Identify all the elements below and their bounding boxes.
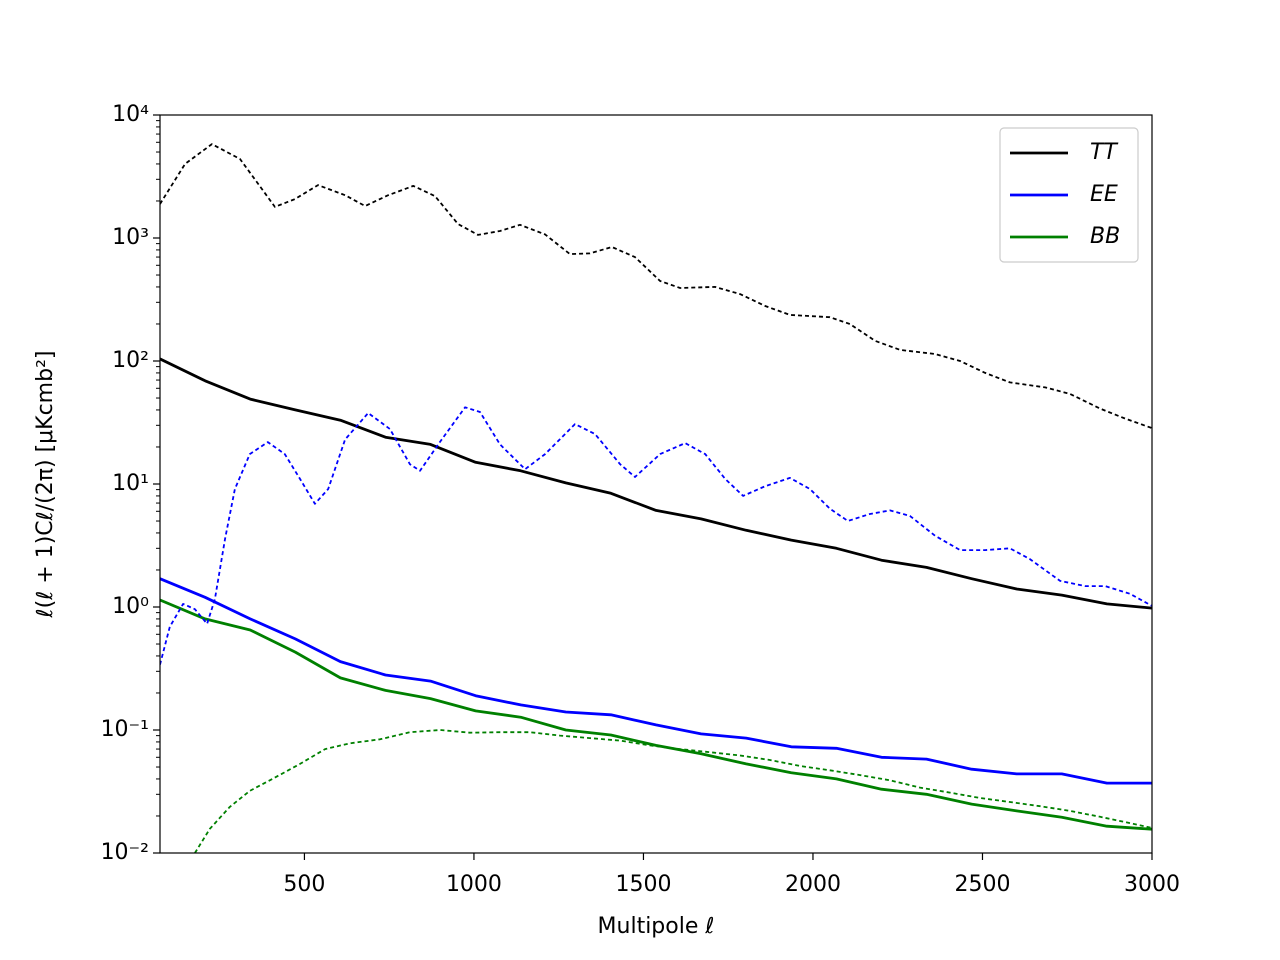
y-axis-label: ℓ(ℓ + 1)Cℓ/(2π) [μKcmb²] [33, 351, 58, 619]
x-tick-label: 2000 [785, 872, 841, 897]
series-line [160, 406, 1152, 665]
series-line [160, 143, 1152, 429]
legend-box [999, 127, 1139, 263]
y-tick-label: 10⁻¹ [101, 717, 149, 742]
x-tick-label: 1500 [615, 872, 671, 897]
y-tick-label: 10⁰ [112, 594, 149, 619]
x-tick-label: 500 [283, 872, 325, 897]
y-tick-label: 10⁴ [112, 102, 149, 127]
x-tick-label: 3000 [1124, 872, 1180, 897]
y-tick-label: 10³ [112, 225, 149, 250]
x-axis-label: Multipole ℓ [598, 914, 715, 939]
plot-frame [159, 114, 1153, 854]
series-line [160, 598, 1152, 831]
y-tick-label: 10¹ [112, 471, 149, 496]
legend-text: EE [1090, 182, 1118, 207]
series-line [194, 729, 1152, 853]
series-line [160, 357, 1152, 610]
legend-text: TT [1090, 140, 1118, 165]
y-tick-label: 10⁻² [101, 840, 149, 865]
x-tick-label: 1000 [446, 872, 502, 897]
x-tick-label: 2500 [954, 872, 1010, 897]
legend-text: BB [1090, 224, 1120, 249]
y-tick-label: 10² [112, 348, 149, 373]
series-line [160, 577, 1152, 785]
